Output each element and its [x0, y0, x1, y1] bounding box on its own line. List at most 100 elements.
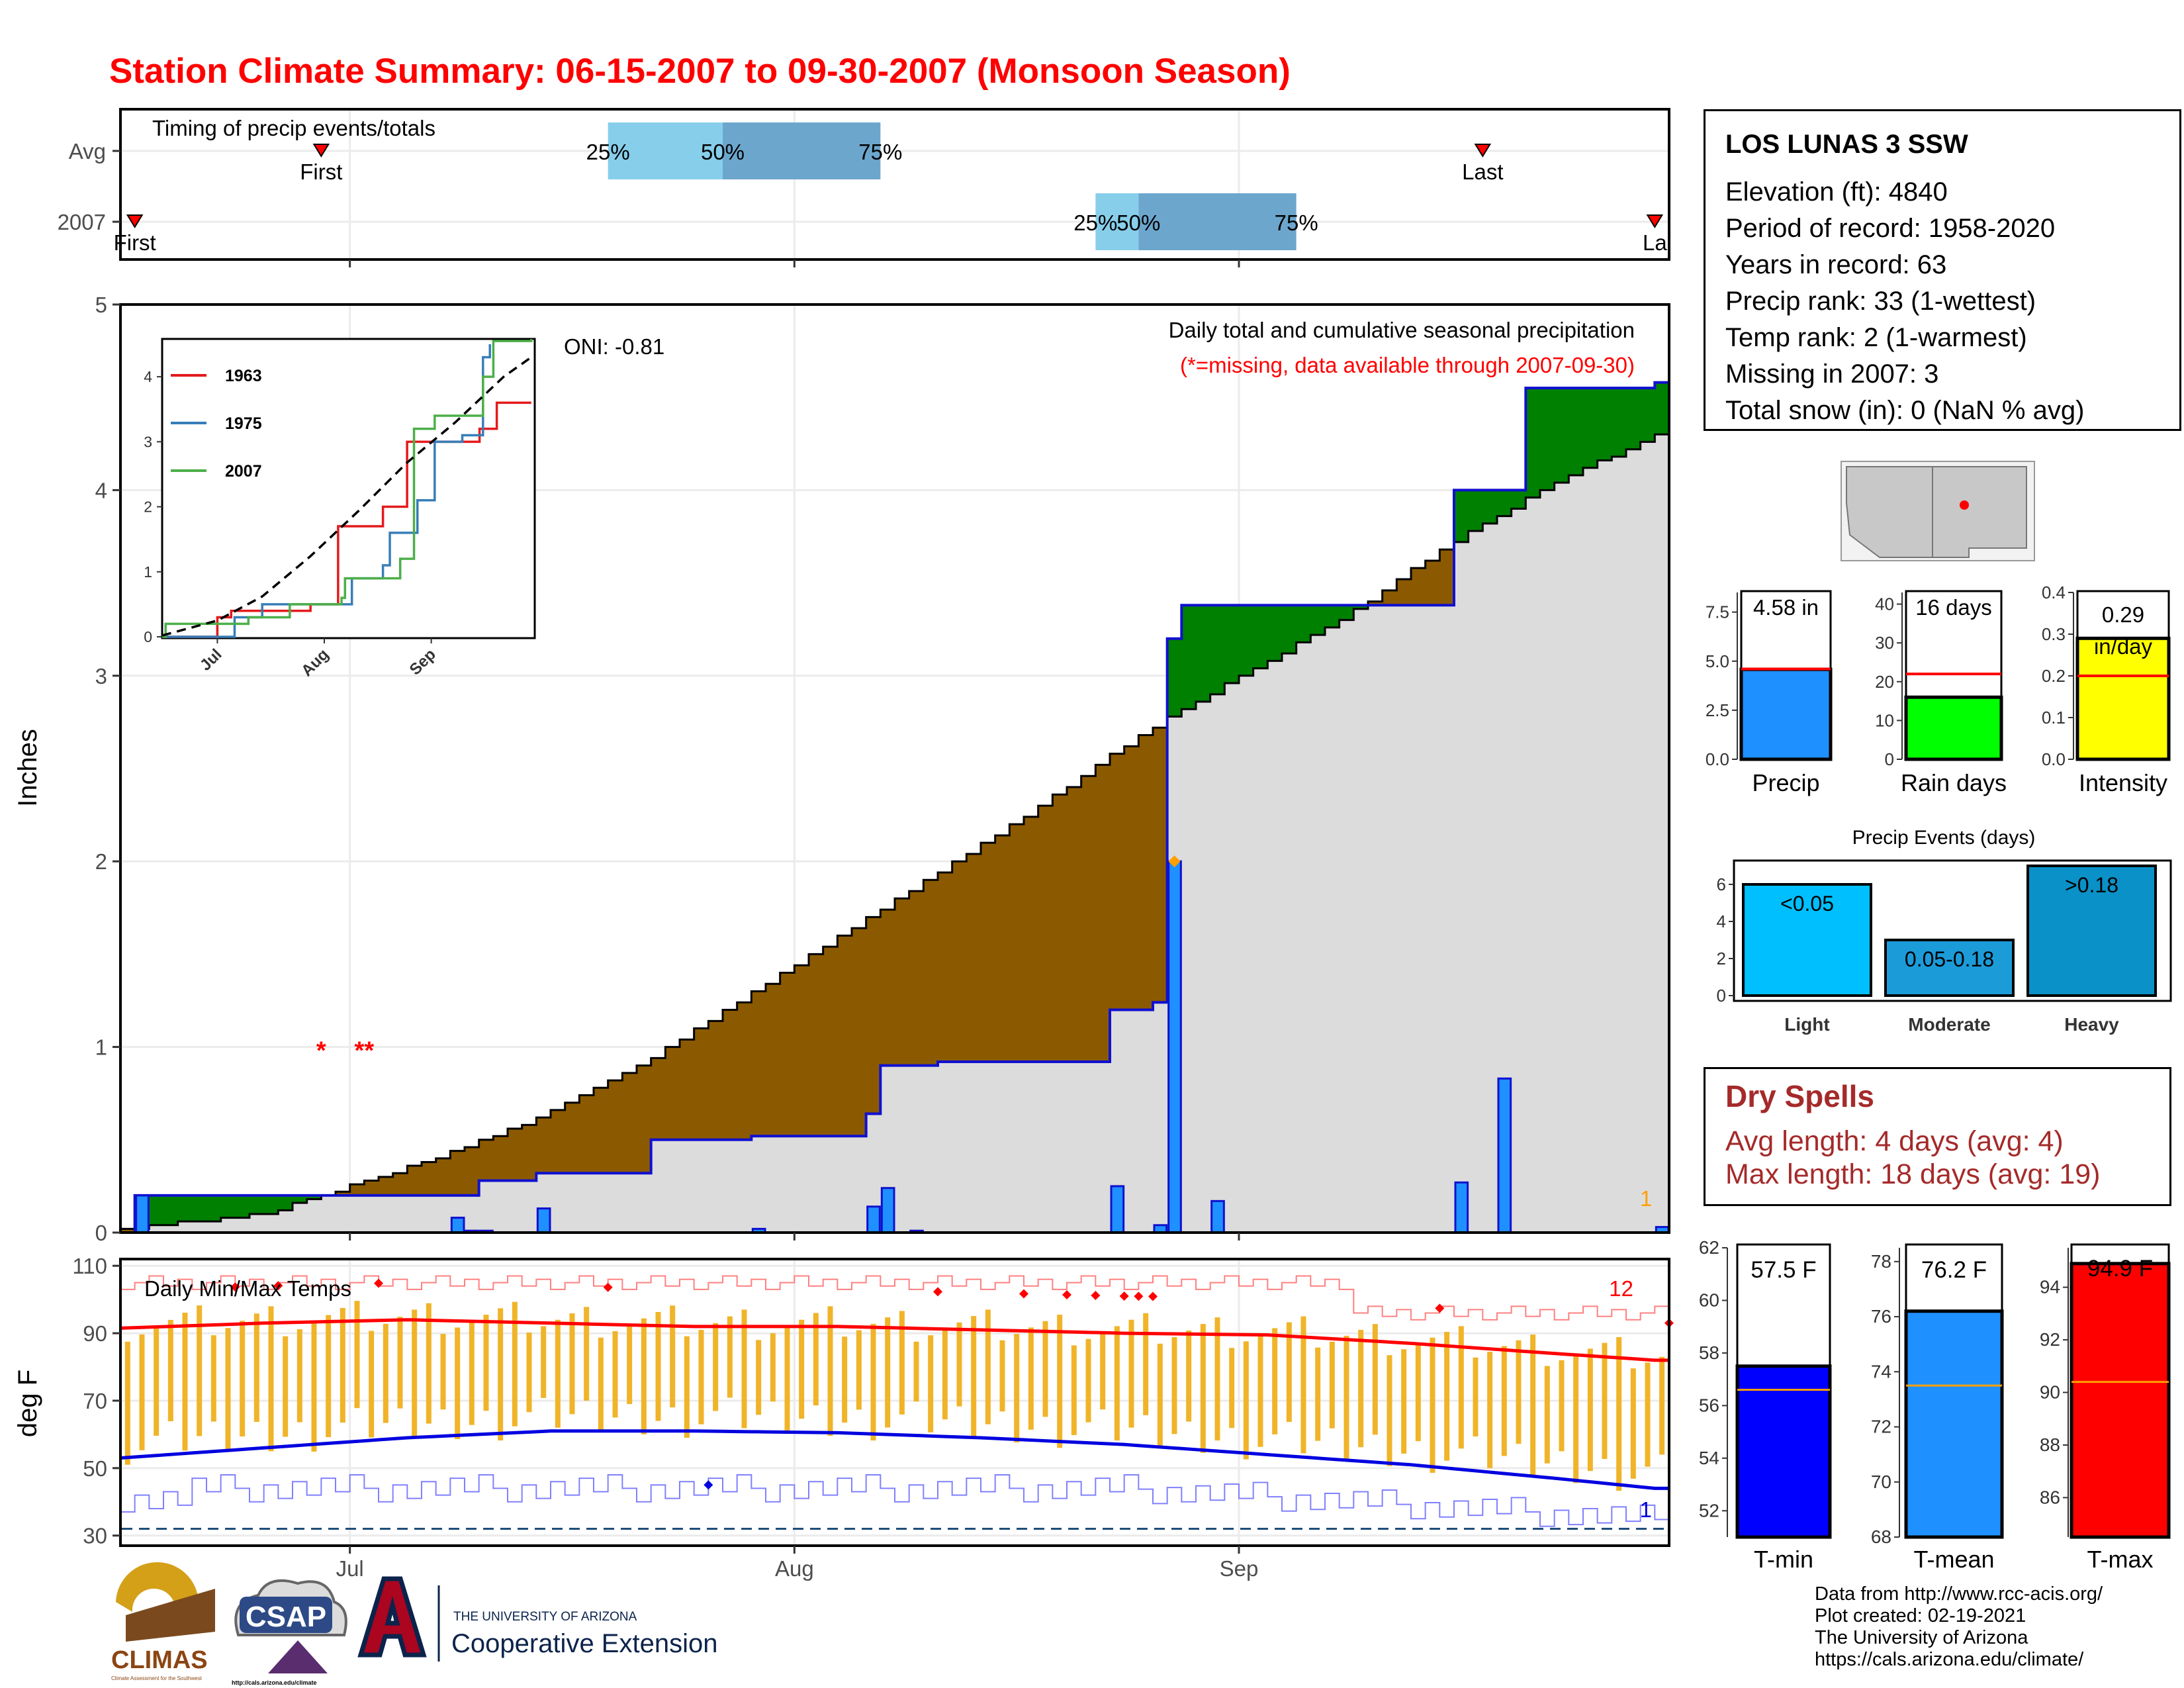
- precip-base-fill: [1110, 1009, 1125, 1233]
- mini-y-tick-label-3: 92: [2040, 1329, 2060, 1350]
- daily-temp-range-bar: [1387, 1355, 1392, 1466]
- daily-temp-range-bar: [956, 1322, 962, 1407]
- daily-temp-range-bar: [670, 1305, 676, 1408]
- timing-panel-label: Timing of precip events/totals: [152, 116, 435, 140]
- timing-label-last: La: [1643, 230, 1667, 255]
- precip-base-fill: [823, 1136, 838, 1233]
- precip-below-avg-fill: [1095, 765, 1111, 1062]
- precip-base-fill: [852, 1136, 867, 1233]
- record-high-marker-6: [1019, 1289, 1028, 1299]
- daily-temp-range-bar: [698, 1329, 704, 1425]
- mini-bar-value-label: 16 days: [1915, 595, 1992, 620]
- daily-temp-range-bar: [1042, 1321, 1048, 1417]
- daily-temp-range-bar: [1444, 1332, 1450, 1461]
- precip-base-fill: [995, 1062, 1010, 1233]
- precip-base-fill: [708, 1139, 723, 1233]
- precip-base-fill: [206, 1221, 222, 1233]
- daily-temp-range-bar: [1028, 1327, 1034, 1430]
- precip-y-tick-label-1: 1: [95, 1035, 107, 1060]
- dry-spells-avg-length: Avg length: 4 days (avg: 4): [1725, 1125, 2064, 1157]
- precip-below-avg-fill: [1024, 816, 1039, 1062]
- daily-temp-range-bar: [225, 1328, 231, 1451]
- temp-gridlines: [122, 1260, 1668, 1544]
- precip-events-bar-label-moderate: 0.05-0.18: [1905, 947, 1994, 971]
- precip-below-avg-fill: [565, 1102, 580, 1174]
- precip-above-avg-fill: [1267, 605, 1283, 661]
- daily-temp-range-bar: [727, 1316, 733, 1398]
- precip-above-avg-fill: [1640, 388, 1655, 442]
- precip-below-avg-fill: [1368, 601, 1383, 606]
- precip-y-tick-label-2: 2: [95, 849, 107, 874]
- precip-below-avg-fill: [536, 1117, 551, 1174]
- daily-temp-range-bar: [885, 1317, 891, 1428]
- timing-label-50: 50%: [1116, 211, 1160, 235]
- mini-bar-category-label: Intensity: [2079, 769, 2167, 796]
- precip-base-fill: [522, 1180, 537, 1233]
- precip-events-chart: Precip Events (days) 0 2 4 6 <0.05 Light 0.05-0…: [1717, 827, 2172, 1035]
- precip-base-fill: [1655, 434, 1670, 1233]
- precip-events-bar-moderate: [1884, 939, 2015, 997]
- precip-base-fill: [1425, 605, 1440, 1233]
- csap-mountain-graphic: [268, 1640, 328, 1673]
- record-high-marker-2: [273, 1281, 283, 1291]
- precip-above-avg-fill: [1224, 605, 1240, 684]
- precip-events-category-moderate: Moderate: [1908, 1014, 1990, 1035]
- daily-temp-range-bar: [784, 1326, 790, 1432]
- precip-events-bar-label-light: <0.05: [1780, 892, 1834, 915]
- record-high-marker-8: [1091, 1291, 1101, 1301]
- precip-base-fill: [1411, 605, 1426, 1233]
- ua-a-mark: [357, 1576, 427, 1658]
- precip-above-avg-fill: [235, 1195, 250, 1218]
- mini-bar-value-label: 76.2 F: [1921, 1257, 1987, 1283]
- precip-chart-title: Daily total and cumulative seasonal prec…: [1169, 318, 1635, 342]
- precip-above-avg-fill: [1339, 605, 1354, 620]
- climas-land-graphic: [126, 1589, 215, 1642]
- daily-temp-range-bar: [1473, 1357, 1479, 1436]
- daily-temp-range-bar: [512, 1301, 518, 1427]
- cumulative-average-line: [120, 433, 1669, 1230]
- daily-temp-range-bar: [1458, 1326, 1464, 1449]
- precip-events-bar-label-heavy: >0.18: [2065, 873, 2118, 897]
- precip-below-avg-fill: [766, 984, 781, 1137]
- station-missing: Missing in 2007: 3: [1725, 359, 1939, 389]
- precip-below-avg-fill: [493, 1136, 508, 1181]
- timing-label-25: 25%: [1073, 211, 1117, 235]
- daily-temp-range-bar: [182, 1312, 188, 1451]
- precip-base-fill: [149, 1225, 164, 1233]
- precip-above-avg-fill: [206, 1195, 222, 1222]
- precip-below-avg-fill: [952, 861, 967, 1062]
- daily-temp-range-bar: [627, 1325, 633, 1405]
- precip-below-avg-fill: [780, 972, 795, 1137]
- mini-y-tick-label-1: 10: [1875, 710, 1894, 730]
- mini-bar-category-label: T-mean: [1913, 1546, 1994, 1573]
- record-high-count: 12: [1609, 1276, 1633, 1301]
- record-high-marker-10: [1134, 1291, 1144, 1301]
- precip-base-fill: [435, 1195, 451, 1233]
- precip-base-fill: [622, 1173, 637, 1233]
- precip-chart-marks: * **: [120, 381, 1670, 1234]
- precip-base-fill: [1239, 675, 1254, 1233]
- precip-below-avg-fill: [1396, 579, 1412, 606]
- station-name: LOS LUNAS 3 SSW: [1725, 130, 1968, 159]
- dry-spells-title: Dry Spells: [1725, 1079, 1874, 1113]
- precip-below-avg-fill: [737, 1002, 752, 1140]
- mini-y-tick-label-0: 86: [2040, 1487, 2060, 1507]
- mini-y-tick-label-3: 58: [1699, 1342, 1719, 1363]
- mini-bar-category-label: Rain days: [1901, 769, 2007, 796]
- daily-temp-range-bar: [985, 1309, 991, 1425]
- daily-temp-range-bar: [770, 1333, 776, 1402]
- daily-temp-range-bar: [369, 1331, 375, 1438]
- precip-events-bar-heavy: [2026, 865, 2157, 997]
- precip-above-avg-fill: [1196, 605, 1211, 702]
- daily-precip-bar-14: [1454, 1181, 1469, 1234]
- daily-temp-range-bar: [655, 1311, 661, 1421]
- precip-below-avg-fill: [1124, 746, 1139, 1010]
- precip-base-fill: [1267, 661, 1283, 1233]
- precip-below-avg-fill: [938, 872, 953, 1062]
- precip-base-fill: [1052, 1062, 1068, 1233]
- daily-temp-range-bar: [340, 1307, 345, 1423]
- temp-y-tick-label-1: 50: [83, 1456, 107, 1481]
- precip-base-fill: [508, 1180, 523, 1233]
- daily-temp-range-bar: [584, 1307, 590, 1401]
- csap-label-bg: [240, 1597, 332, 1633]
